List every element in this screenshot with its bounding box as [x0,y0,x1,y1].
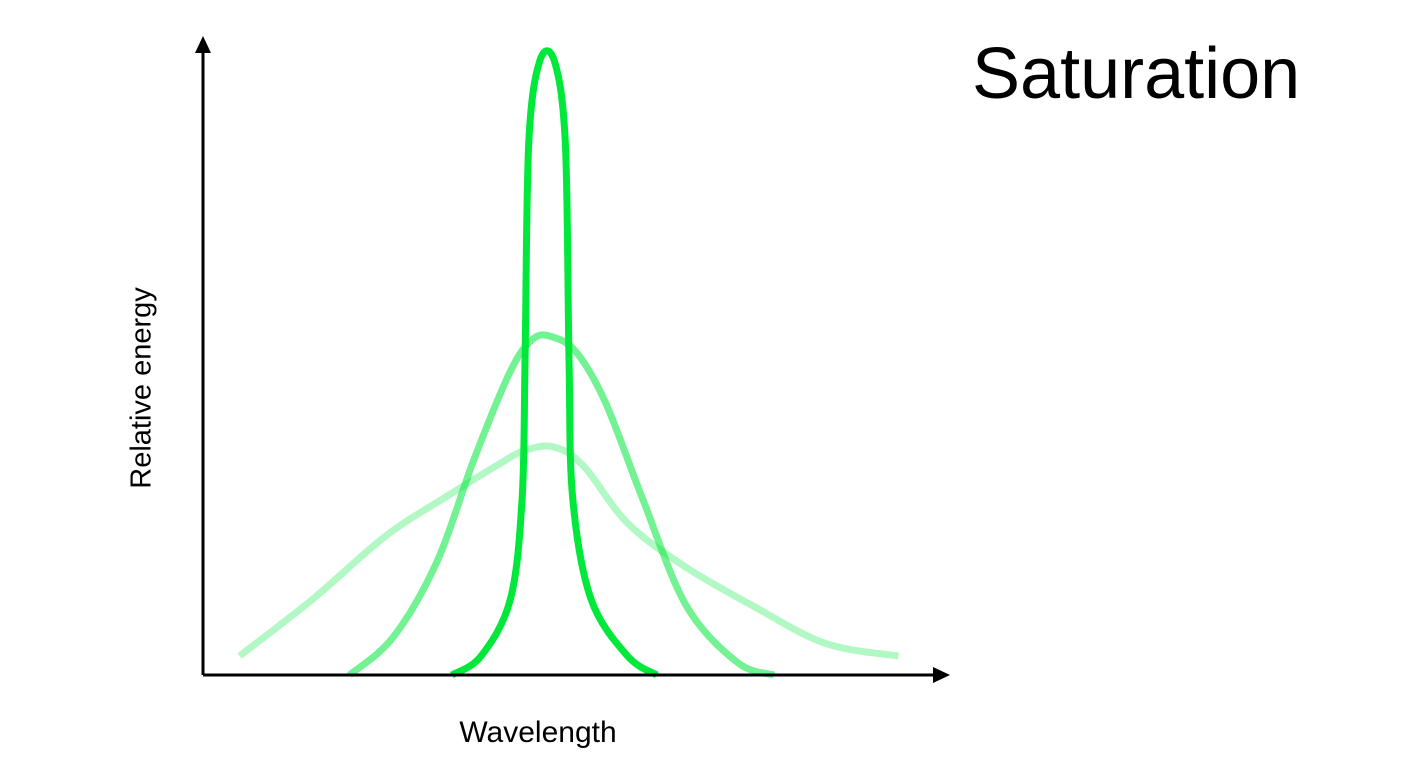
spectral-curve-1 [449,47,659,679]
y-axis-label: Relative energy [125,287,158,489]
slide-title: Saturation [972,34,1301,114]
spectral-curve-2 [347,331,776,679]
spectral-curve-3 [237,442,899,660]
x-axis-label: Wavelength [459,716,617,749]
series-layer [237,47,899,679]
y-axis-arrowhead [195,36,211,53]
x-axis-arrowhead [933,667,950,683]
